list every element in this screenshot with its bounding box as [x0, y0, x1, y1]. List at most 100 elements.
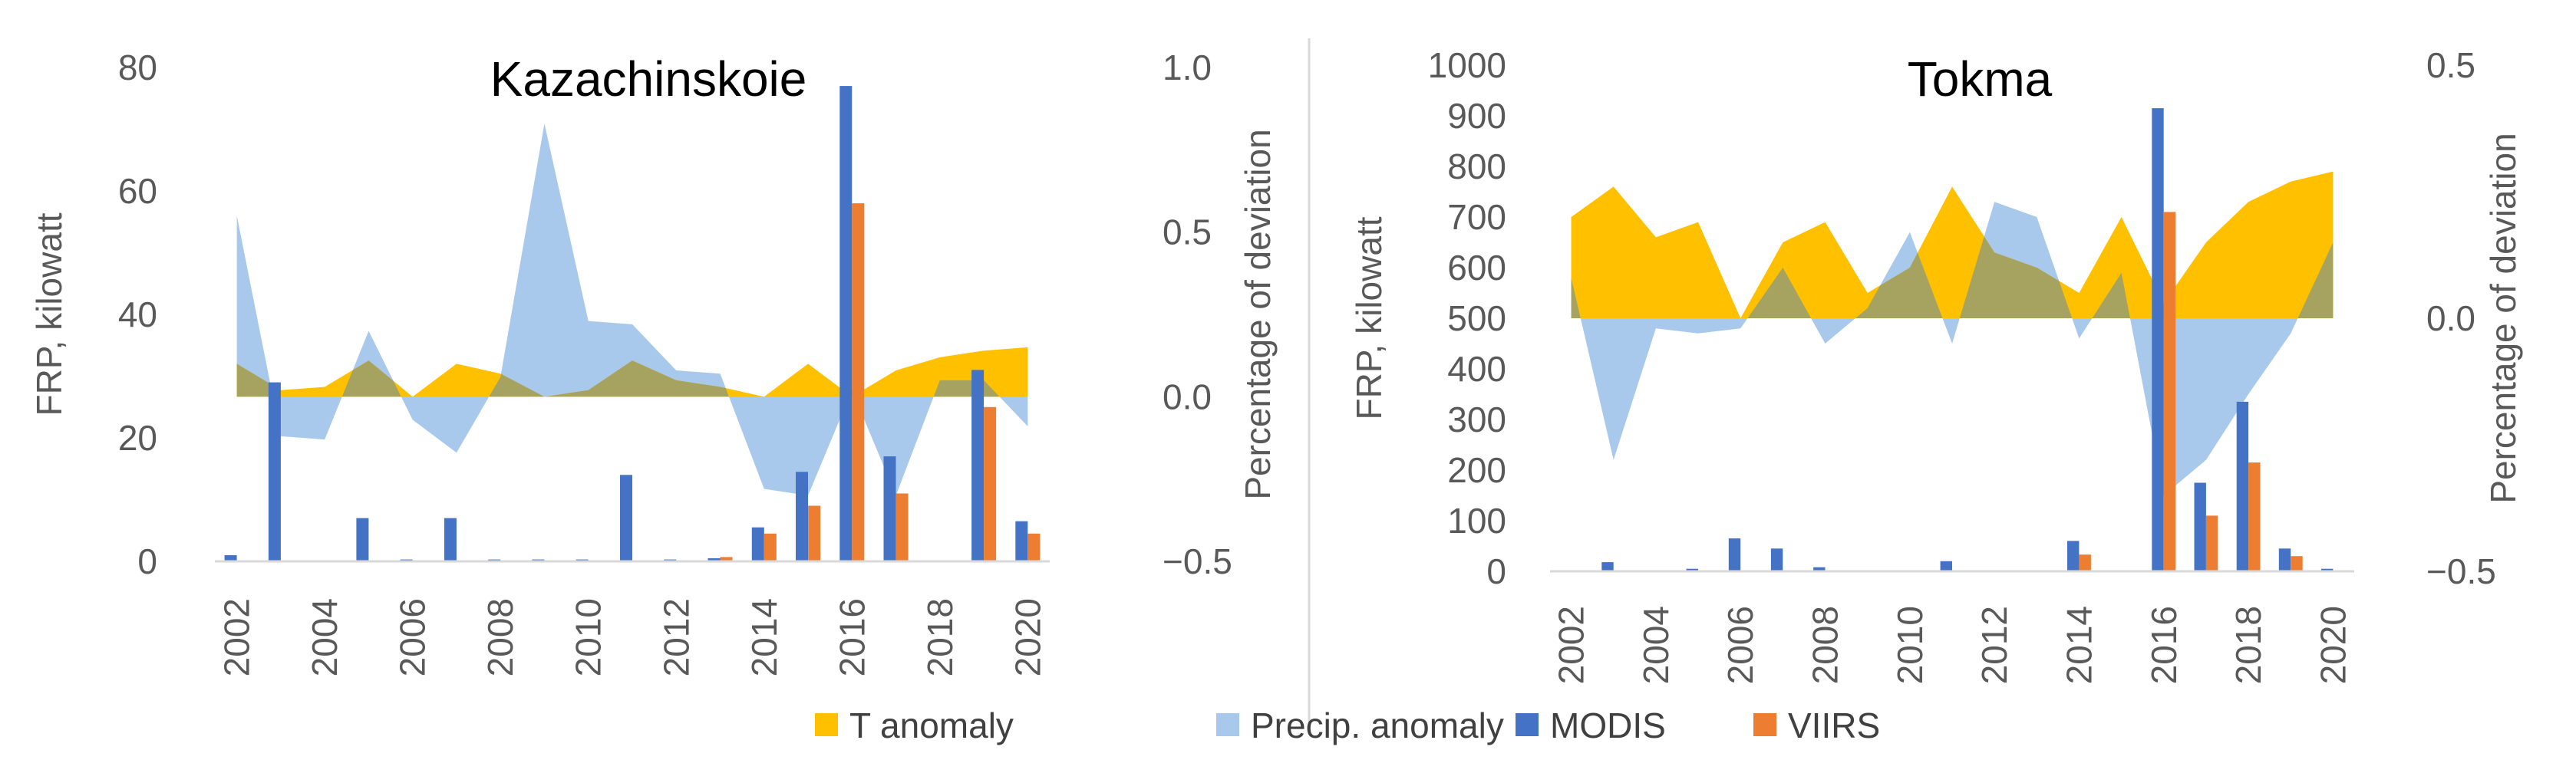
viirs-bar-2014 — [2079, 554, 2091, 571]
viirs-bar-2015 — [808, 505, 821, 561]
y-tick-label: 100 — [1447, 501, 1506, 541]
modis-bar-2005 — [356, 518, 369, 561]
viirs-bar-2019 — [984, 406, 997, 562]
y2-tick-label: −0.5 — [2426, 551, 2496, 591]
viirs-bar-2016 — [852, 203, 865, 561]
legend-swatch — [1216, 713, 1239, 736]
x-tick-label: 2016 — [832, 598, 872, 676]
modis-bar-2015 — [796, 472, 808, 561]
viirs-bar-2013 — [720, 557, 733, 561]
viirs-bar-2017 — [895, 493, 909, 561]
viirs-bar-2020 — [1027, 533, 1041, 561]
legend-swatch — [1516, 713, 1539, 736]
y-tick-label: 60 — [118, 171, 157, 211]
x-tick-label: 2004 — [305, 598, 345, 676]
modis-bar-2003 — [1601, 562, 1614, 571]
y-tick-label: 0 — [137, 541, 157, 581]
y-tick-label: 700 — [1447, 197, 1506, 237]
x-tick-label: 2012 — [656, 598, 696, 676]
x-tick-label: 2006 — [393, 598, 433, 676]
legend-label: VIIRS — [1788, 706, 1880, 745]
y-tick-label: 600 — [1447, 248, 1506, 288]
viirs-bar-2019 — [2291, 556, 2303, 571]
x-tick-label: 2020 — [1008, 598, 1047, 676]
modis-bar-2019 — [971, 370, 985, 561]
x-tick-label: 2018 — [920, 598, 960, 676]
panel-kazachinskoie: 0 20 40 60 80 −0.5 0.0 0.5 1.0 2002 2004 2006 2008 20… — [29, 48, 1278, 676]
modis-bar-2007 — [1770, 548, 1783, 571]
modis-bar-2019 — [2278, 548, 2291, 571]
y2-tick-label: 0.5 — [1163, 212, 1212, 252]
y-axis-title: FRP, kilowatt — [1349, 216, 1389, 419]
y-tick-label: 500 — [1447, 298, 1506, 338]
y2-tick-label: −0.5 — [1163, 541, 1232, 581]
y2-tick-label: 0.0 — [2426, 298, 2475, 338]
y2-tick-label: 0.5 — [2426, 45, 2475, 85]
modis-bar-2020 — [2321, 568, 2334, 571]
modis-bar-2017 — [883, 456, 896, 561]
modis-bar-2011 — [1940, 561, 1952, 571]
modis-bar-2014 — [751, 527, 764, 561]
legend-label: T anomaly — [849, 706, 1014, 745]
legend: T anomaly Precip. anomaly MODIS VIIRS — [815, 706, 1880, 745]
viirs-bar-2016 — [2163, 212, 2176, 571]
legend-label: Precip. anomaly — [1251, 706, 1504, 745]
precip-anomaly-area — [1571, 202, 2334, 495]
y-axis-title: FRP, kilowatt — [29, 212, 69, 416]
t-anomaly-area — [1571, 171, 2334, 318]
y2-axis-title: Percentage of deviation — [2483, 133, 2523, 503]
modis-bar-2013 — [707, 558, 721, 561]
modis-bar-2005 — [1686, 568, 1698, 571]
legend-label: MODIS — [1550, 706, 1666, 745]
x-tick-label: 2014 — [2059, 606, 2099, 684]
x-tick-label: 2016 — [2144, 606, 2184, 684]
y-tick-label: 80 — [118, 48, 157, 87]
viirs-bar-2018 — [2248, 462, 2261, 571]
viirs-bar-2017 — [2205, 515, 2218, 571]
modis-bar-2017 — [2194, 482, 2206, 571]
y-tick-label: 300 — [1447, 400, 1506, 439]
panel-tokma: 0 100 200 300 400 500 600 700 800 900 1000 −0.5 0.0 0… — [1349, 45, 2523, 684]
modis-bar-2003 — [268, 382, 281, 561]
y-tick-label: 900 — [1447, 96, 1506, 136]
modis-bar-2011 — [620, 475, 632, 561]
y2-tick-label: 0.0 — [1163, 377, 1212, 416]
modis-bar-2006 — [1728, 538, 1741, 571]
y-tick-label: 800 — [1447, 146, 1506, 186]
y-tick-label: 20 — [118, 418, 157, 458]
modis-bar-2018 — [2236, 401, 2249, 571]
panel-title: Kazachinskoie — [490, 51, 807, 107]
y-tick-label: 40 — [118, 294, 157, 334]
legend-swatch — [815, 713, 838, 736]
y2-tick-label: 1.0 — [1163, 48, 1212, 87]
x-tick-label: 2014 — [744, 598, 784, 676]
modis-bar-2008 — [1813, 567, 1826, 571]
x-tick-label: 2002 — [217, 598, 257, 676]
x-tick-label: 2004 — [1636, 606, 1676, 684]
x-tick-label: 2002 — [1552, 606, 1591, 684]
y-tick-label: 1000 — [1428, 45, 1506, 85]
panel-title: Tokma — [1908, 51, 2053, 107]
modis-bar-2002 — [224, 555, 237, 561]
x-tick-label: 2010 — [569, 598, 609, 676]
x-tick-label: 2012 — [1974, 606, 2014, 684]
x-tick-label: 2018 — [2228, 606, 2268, 684]
x-tick-label: 2008 — [480, 598, 520, 676]
precip-anomaly-area — [236, 123, 1028, 496]
y-tick-label: 0 — [1486, 551, 1506, 591]
viirs-bar-2014 — [764, 533, 777, 561]
y-tick-label: 400 — [1447, 349, 1506, 389]
modis-bar-2020 — [1015, 521, 1028, 561]
modis-bar-2014 — [2067, 541, 2080, 571]
modis-bar-2007 — [444, 518, 457, 561]
modis-bar-2016 — [839, 86, 853, 562]
y2-axis-title: Percentage of deviation — [1238, 129, 1278, 499]
modis-bar-2016 — [2152, 108, 2164, 572]
x-tick-label: 2020 — [2313, 606, 2353, 684]
x-tick-label: 2006 — [1720, 606, 1760, 684]
legend-swatch — [1753, 713, 1776, 736]
x-tick-label: 2008 — [1806, 606, 1845, 684]
x-tick-label: 2010 — [1890, 606, 1930, 684]
y-tick-label: 200 — [1447, 450, 1506, 490]
